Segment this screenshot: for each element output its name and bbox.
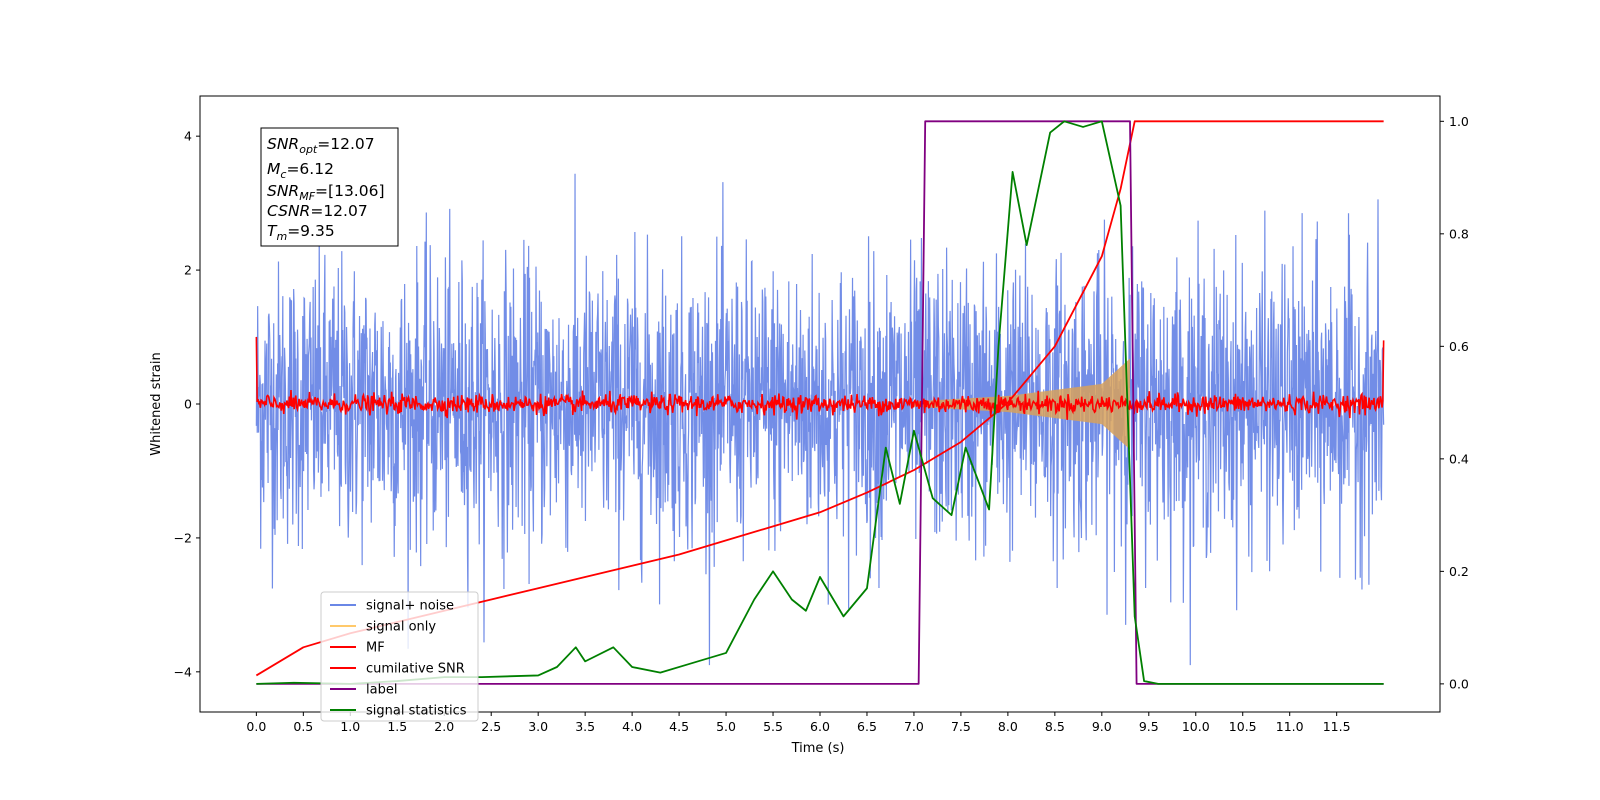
x-tick-label: 11.0	[1276, 719, 1304, 734]
x-tick-label: 4.0	[622, 719, 642, 734]
y-left-tick-label: 2	[184, 263, 192, 278]
series-signal-noise	[255, 173, 1385, 666]
y-right-tick-label: 1.0	[1449, 114, 1469, 129]
svg-text:Tm=9.35: Tm=9.35	[267, 222, 335, 243]
svg-text:Mc=6.12: Mc=6.12	[267, 160, 334, 181]
x-tick-label: 0.5	[293, 719, 313, 734]
x-tick-label: 1.5	[387, 719, 407, 734]
x-tick-label: 9.0	[1092, 719, 1112, 734]
legend-label: signal+ noise	[366, 599, 454, 614]
x-tick-label: 8.5	[1045, 719, 1065, 734]
x-tick-label: 3.5	[575, 719, 595, 734]
y-left-tick-label: 4	[184, 129, 192, 144]
x-tick-label: 10.5	[1229, 719, 1257, 734]
x-tick-label: 5.0	[716, 719, 736, 734]
x-tick-label: 7.0	[904, 719, 924, 734]
axes-layer: 0.0 0.5 1.0 1.5 2.0 2.5 3.0 3.5 4.0 4.5 5.0 5.5 6.0 6…	[174, 114, 1469, 734]
legend-label: MF	[366, 641, 385, 656]
x-tick-label: 1.0	[340, 719, 360, 734]
y-axis-label: Whitened strain	[149, 352, 164, 455]
x-tick-label: 0.0	[246, 719, 266, 734]
x-tick-label: 8.0	[998, 719, 1018, 734]
svg-text:CSNR=12.07: CSNR=12.07	[267, 202, 368, 220]
legend-label: signal statistics	[366, 704, 467, 719]
series-signal-statistics	[256, 120, 1384, 685]
y-right-tick-label: 0.2	[1449, 564, 1469, 579]
x-tick-label: 11.5	[1323, 719, 1351, 734]
annotation-box: SNRopt=12.07 Mc=6.12 SNRMF=[13.06] CSNR=…	[260, 127, 399, 247]
y-right-tick-label: 0.8	[1449, 226, 1469, 241]
y-right-tick-label: 0.0	[1449, 676, 1469, 691]
y-right-tick-label: 0.4	[1449, 451, 1469, 466]
x-tick-label: 6.0	[810, 719, 830, 734]
x-tick-label: 3.0	[528, 719, 548, 734]
x-tick-label: 2.0	[434, 719, 454, 734]
x-tick-label: 2.5	[481, 719, 501, 734]
x-tick-label: 4.5	[669, 719, 689, 734]
y-right-tick-label: 0.6	[1449, 339, 1469, 354]
y-left-tick-label: 0	[184, 397, 192, 412]
legend-label: cumilative SNR	[366, 662, 465, 677]
x-tick-label: 10.0	[1182, 719, 1210, 734]
y-left-tick-label: −4	[174, 664, 192, 679]
svg-text:SNRMF=[13.06]: SNRMF=[13.06]	[267, 182, 385, 203]
legend: signal+ noise signal only MF cumilative SNR…	[320, 591, 479, 722]
x-tick-label: 9.5	[1139, 719, 1159, 734]
svg-text:SNRopt=12.07: SNRopt=12.07	[267, 135, 375, 156]
y-left-tick-label: −2	[174, 530, 192, 545]
x-tick-label: 6.5	[857, 719, 877, 734]
legend-label: label	[366, 683, 397, 698]
legend-label: signal only	[366, 620, 436, 635]
x-axis-label: Time (s)	[791, 741, 845, 756]
x-tick-label: 5.5	[763, 719, 783, 734]
series-mf	[255, 337, 1385, 420]
x-tick-label: 7.5	[951, 719, 971, 734]
snr-opt-symbol: SNR	[267, 135, 299, 153]
